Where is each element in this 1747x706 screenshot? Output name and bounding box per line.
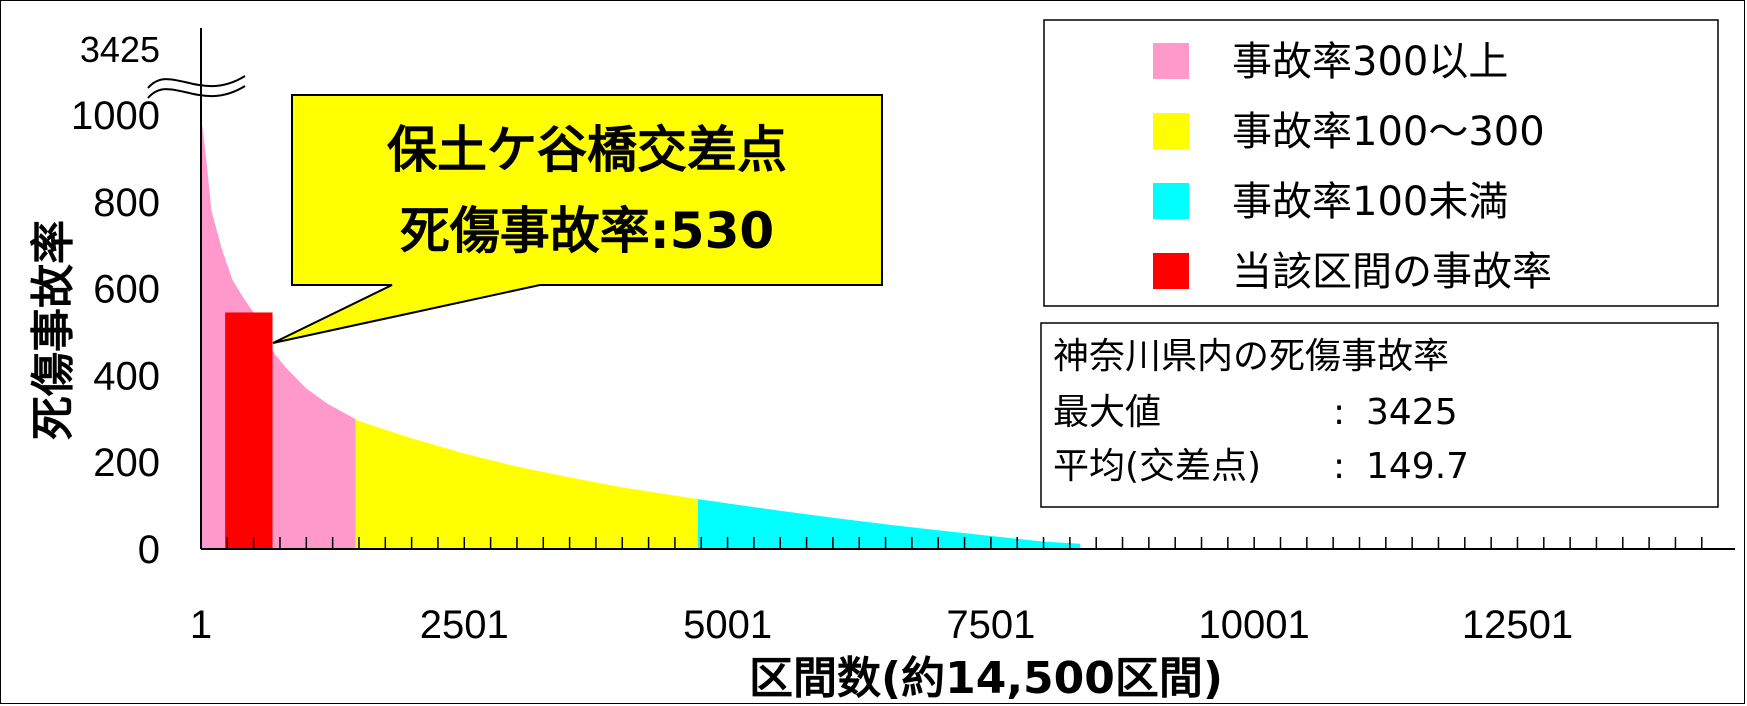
legend-swatch	[1153, 253, 1189, 289]
axis-break-mark	[147, 85, 246, 99]
x-tick-label: 7501	[946, 603, 1035, 647]
legend-swatch	[1153, 113, 1189, 149]
x-tick-labels: 1 2501 5001 7501 10001 12501	[190, 603, 1573, 647]
y-tick-label: 600	[93, 268, 160, 312]
y-tick-label: 1000	[71, 94, 160, 138]
x-tick-label: 1	[190, 603, 212, 647]
x-tick-label: 12501	[1462, 603, 1573, 647]
legend-swatch	[1153, 43, 1189, 79]
stats-max-sep: :	[1333, 392, 1345, 433]
area-segment-2	[355, 419, 698, 549]
legend-label: 当該区間の事故率	[1232, 249, 1552, 295]
callout-line-1: 保土ケ谷橋交差点	[387, 121, 787, 179]
stats-avg-sep: :	[1333, 446, 1345, 487]
stats-box	[1040, 322, 1719, 508]
callout-box	[272, 94, 883, 344]
legend-swatch	[1153, 183, 1189, 219]
x-axis-label: 区間数(約14,500区間)	[749, 653, 1223, 704]
x-minor-ticks	[200, 537, 1703, 549]
area-segment-3	[698, 499, 1081, 549]
y-tick-labels: 0 200 400 600 800 1000	[71, 94, 160, 572]
y-tick-label: 800	[93, 181, 160, 225]
x-tick-label: 2501	[420, 603, 509, 647]
y-tick-label: 200	[93, 441, 160, 485]
stats-max-value: 3425	[1366, 392, 1458, 433]
y-tick-label: 0	[138, 528, 160, 572]
stats-title: 神奈川県内の死傷事故率	[1053, 336, 1449, 377]
legend-label: 事故率100未満	[1232, 179, 1508, 225]
legend-label: 事故率300以上	[1232, 39, 1508, 85]
x-tick-label: 10001	[1199, 603, 1310, 647]
stats-avg-value: 149.7	[1366, 446, 1469, 487]
callout-line-2: 死傷事故率:530	[400, 202, 774, 260]
y-break-label: 3425	[80, 29, 160, 70]
highlight-bar	[225, 312, 273, 549]
legend-label: 事故率100～300	[1232, 109, 1545, 155]
stats-max-label: 最大値	[1053, 392, 1161, 433]
x-tick-label: 5001	[683, 603, 772, 647]
highlight-group	[225, 312, 273, 549]
stats-avg-label: 平均(交差点)	[1053, 446, 1261, 487]
axis-break-mark	[147, 75, 246, 89]
y-tick-label: 400	[93, 354, 160, 398]
y-axis-label: 死傷事故率	[28, 220, 79, 440]
